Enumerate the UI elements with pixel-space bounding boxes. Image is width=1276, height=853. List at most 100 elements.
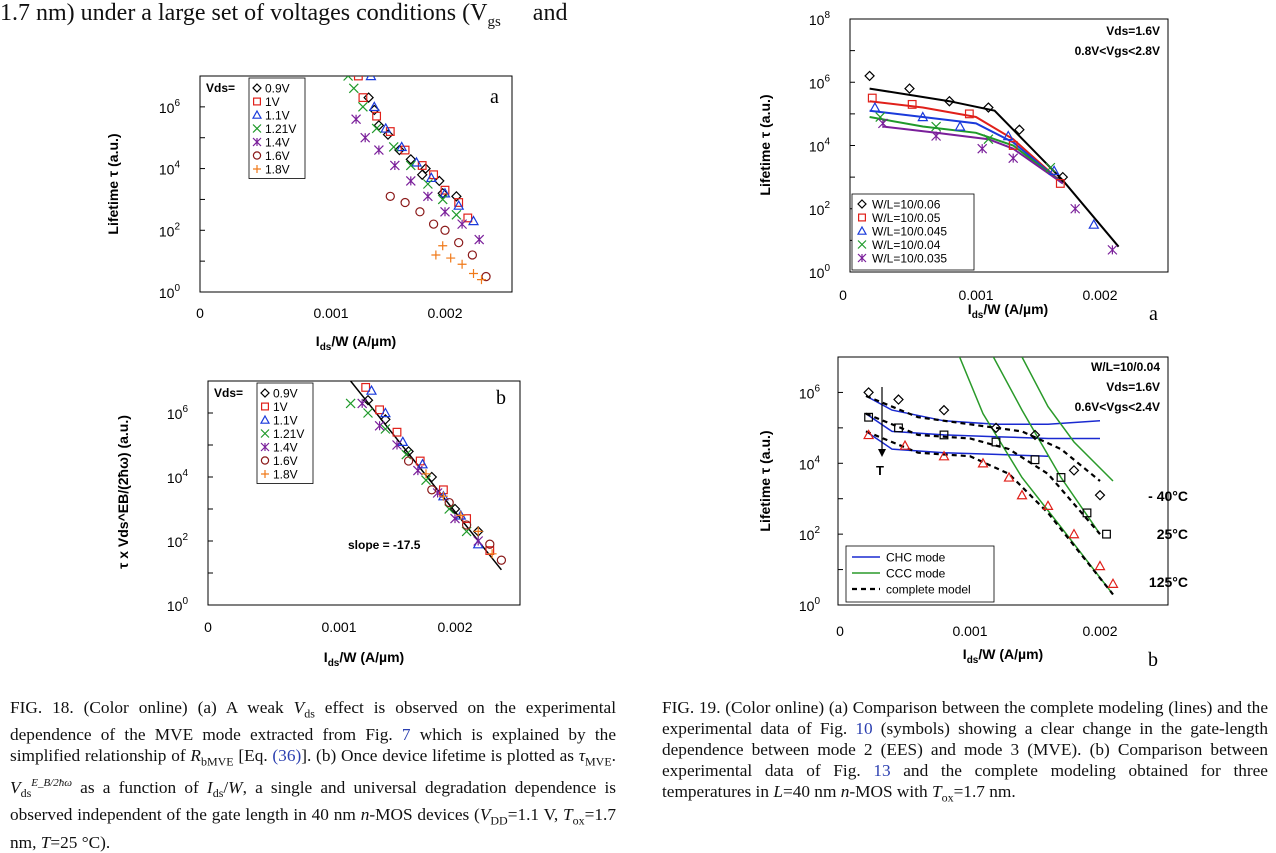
y-tick-base: 10 [799,527,815,543]
data-point-square [864,412,874,422]
y-tick-label: 100 [159,283,181,301]
legend-label: 1.1V [273,414,298,428]
x-axis-title-part: /W (A/µm) [983,301,1048,317]
data-point-asterisk [351,114,362,125]
top-text-sub: gs [487,13,501,30]
data-point-asterisk [877,118,888,129]
legend-title: Vds= [214,386,243,400]
y-tick-base: 10 [799,385,815,401]
caption-text-run: W [228,777,243,797]
legend-box [851,193,975,271]
data-point-triangle [1068,528,1080,539]
x-axis-title-part: /W (A/µm) [331,333,396,349]
caption-reference-link[interactable]: 7 [401,725,411,745]
caption-text-run: -MOS with [849,782,932,801]
data-point-diamond [904,83,915,94]
caption-text-run: V [293,698,305,717]
data-point-asterisk [457,219,468,230]
caption-reference-link[interactable]: (36) [272,746,302,766]
y-tick-exponent: 4 [824,137,830,148]
data-point-asterisk [1070,203,1081,214]
x-axis-title: Ids/W (A/µm) [316,333,396,353]
y-tick-base: 10 [159,223,175,239]
y-tick-label: 106 [799,383,821,401]
figure-18a: 100 102 104 106 0 0.001 0.002 Ids/W (A/µm) Lifet… [0,0,640,365]
caption-text-run: V [479,805,491,825]
y-tick-exponent: 2 [182,532,188,543]
data-point-diamond [1029,429,1041,441]
annotation: 0.6V<Vgs<2.4V [1075,400,1160,414]
data-point-plus [421,469,431,479]
y-tick-base: 10 [159,162,175,178]
caption-text-run: ox [941,790,954,805]
plot-frame [207,380,521,606]
data-point-plus [469,268,478,278]
data-point-asterisk [405,175,416,186]
legend-label: 1.21V [273,427,304,441]
y-tick-label: 100 [799,596,821,614]
x-tick-label: 0.002 [427,305,462,321]
caption-reference-link[interactable]: 10 [855,719,873,738]
data-point-asterisk [389,160,400,171]
data-point-asterisk [374,420,385,431]
caption-text-run: L [773,782,783,801]
model-curve [865,412,1101,535]
data-point-x [451,209,462,220]
y-tick-label: 106 [167,404,189,422]
caption-text-run: n [360,805,370,825]
y-tick-label: 104 [159,160,181,178]
y-axis-title: Lifetime τ (a.u.) [105,133,121,234]
caption-text-run: which is explained by the simplified rel… [10,725,616,766]
data-point-x [421,475,431,486]
data-point-triangle [368,101,380,112]
data-point-triangle [251,109,263,119]
data-point-square [1055,179,1065,188]
data-point-triangle [917,111,929,122]
caption-reference-link[interactable]: 13 [873,761,891,780]
data-point-square [939,430,949,440]
y-tick-base: 10 [159,285,175,301]
legend-box [845,545,995,603]
data-point-square [1030,455,1040,465]
caption-text-run: as a function of [72,777,207,797]
data-point-triangle [1042,500,1054,510]
y-tick-exponent: 6 [174,98,180,109]
data-point-plus [261,470,269,478]
caption-text-run: / [223,777,229,797]
data-point-plus [253,165,261,173]
caption-text-run: -MOS devices ( [369,805,480,825]
legend-label: CHC mode [886,551,946,565]
y-tick-label: 100 [167,596,189,614]
data-point-square [485,546,495,556]
caption-text-run: =40 nm [782,782,841,801]
x-tick-label: 0.001 [313,305,348,321]
x-tick-label: 0.001 [958,287,993,303]
legend-label: 1.6V [273,454,298,468]
y-tick-exponent: 4 [182,468,188,479]
y-tick-base: 10 [167,406,183,422]
legend-label: CCC mode [886,567,946,581]
y-tick-label: 102 [809,200,831,218]
data-point-plus [431,250,441,260]
data-point-x [857,240,867,249]
data-point-square [440,185,450,195]
legend-label: W/L=10/0.05 [872,211,941,225]
y-tick-base: 10 [167,534,183,550]
data-point-diamond [990,422,1002,434]
legend-label: 1.6V [265,149,290,163]
data-point-asterisk [360,132,371,143]
caption-text-run: MVE [585,754,612,769]
series-line [869,109,1064,185]
y-tick-exponent: 6 [824,73,830,84]
data-point-square [463,213,473,223]
temperature-label: 25°C [1157,526,1188,542]
y-tick-label: 104 [167,468,189,486]
temperature-arrow-head [878,449,886,457]
data-point-triangle [365,384,377,395]
data-point-triangle [1107,578,1119,588]
data-point-circle [467,250,478,260]
legend-label: complete model [886,583,971,597]
data-point-circle [415,207,425,217]
top-text-end: and [532,0,568,26]
data-point-triangle [1016,489,1028,500]
